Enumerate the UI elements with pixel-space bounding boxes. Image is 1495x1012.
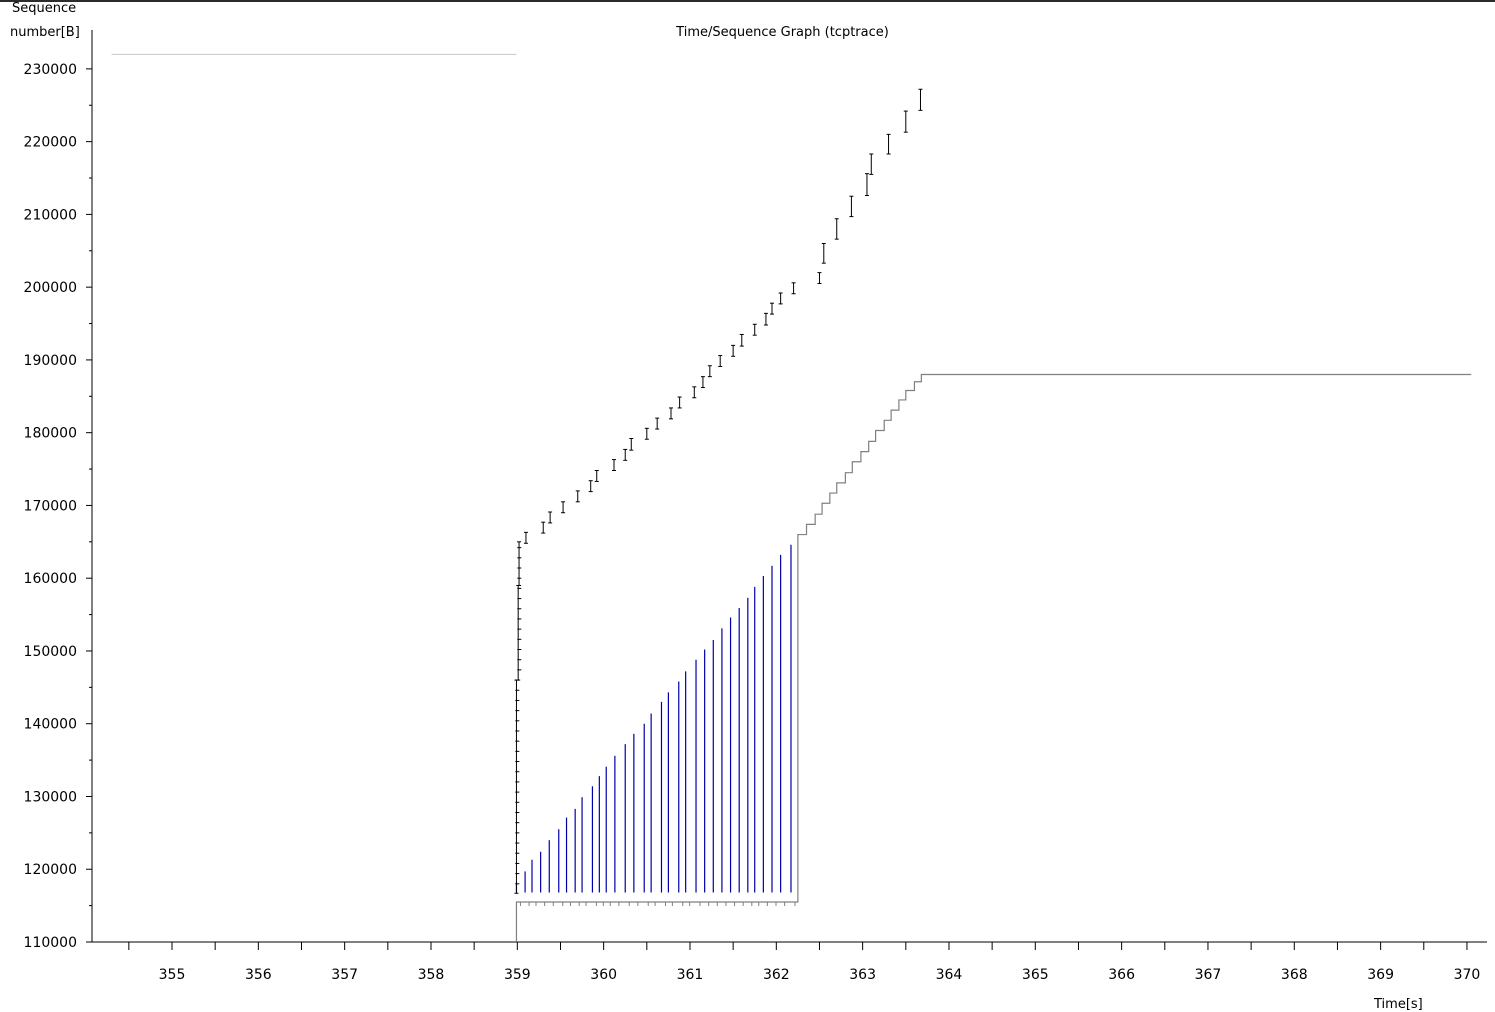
x-tick-label: 358 (418, 967, 445, 983)
y-tick-label: 220000 (24, 135, 77, 151)
x-tick-label: 356 (245, 967, 272, 983)
x-tick-label: 369 (1367, 967, 1394, 983)
y-tick-label: 180000 (24, 426, 77, 442)
y-tick-label: 120000 (24, 862, 77, 878)
y-tick-label: 210000 (24, 207, 77, 223)
x-tick-label: 363 (849, 967, 876, 983)
x-tick-label: 357 (331, 967, 358, 983)
x-tick-label: 367 (1195, 967, 1222, 983)
x-tick-label: 360 (590, 967, 617, 983)
x-tick-label: 368 (1281, 967, 1308, 983)
window-top-border (0, 0, 1495, 2)
y-tick-label: 150000 (24, 644, 77, 660)
chart-title: Time/Sequence Graph (tcptrace) (676, 25, 889, 40)
x-tick-label: 362 (763, 967, 790, 983)
x-tick-label: 365 (1022, 967, 1049, 983)
x-tick-label: 355 (159, 967, 186, 983)
y-tick-label: 170000 (24, 498, 77, 514)
y-tick-label: 110000 (24, 935, 77, 951)
y-tick-label: 190000 (24, 353, 77, 369)
x-tick-label: 366 (1108, 967, 1135, 983)
x-axis-label: Time[s] (1374, 997, 1423, 1012)
x-tick-label: 361 (677, 967, 704, 983)
x-tick-label: 364 (936, 967, 963, 983)
y-tick-label: 200000 (24, 280, 77, 296)
y-axis-label-line1: Sequence (12, 1, 77, 16)
x-tick-label: 359 (504, 967, 531, 983)
y-tick-label: 140000 (24, 717, 77, 733)
y-tick-label: 230000 (24, 62, 77, 78)
y-tick-label: 160000 (24, 571, 77, 587)
y-axis-label-line2: number[B] (10, 25, 80, 40)
ack-line (515, 373, 1472, 942)
y-tick-label: 130000 (24, 789, 77, 805)
x-tick-label: 370 (1454, 967, 1481, 983)
